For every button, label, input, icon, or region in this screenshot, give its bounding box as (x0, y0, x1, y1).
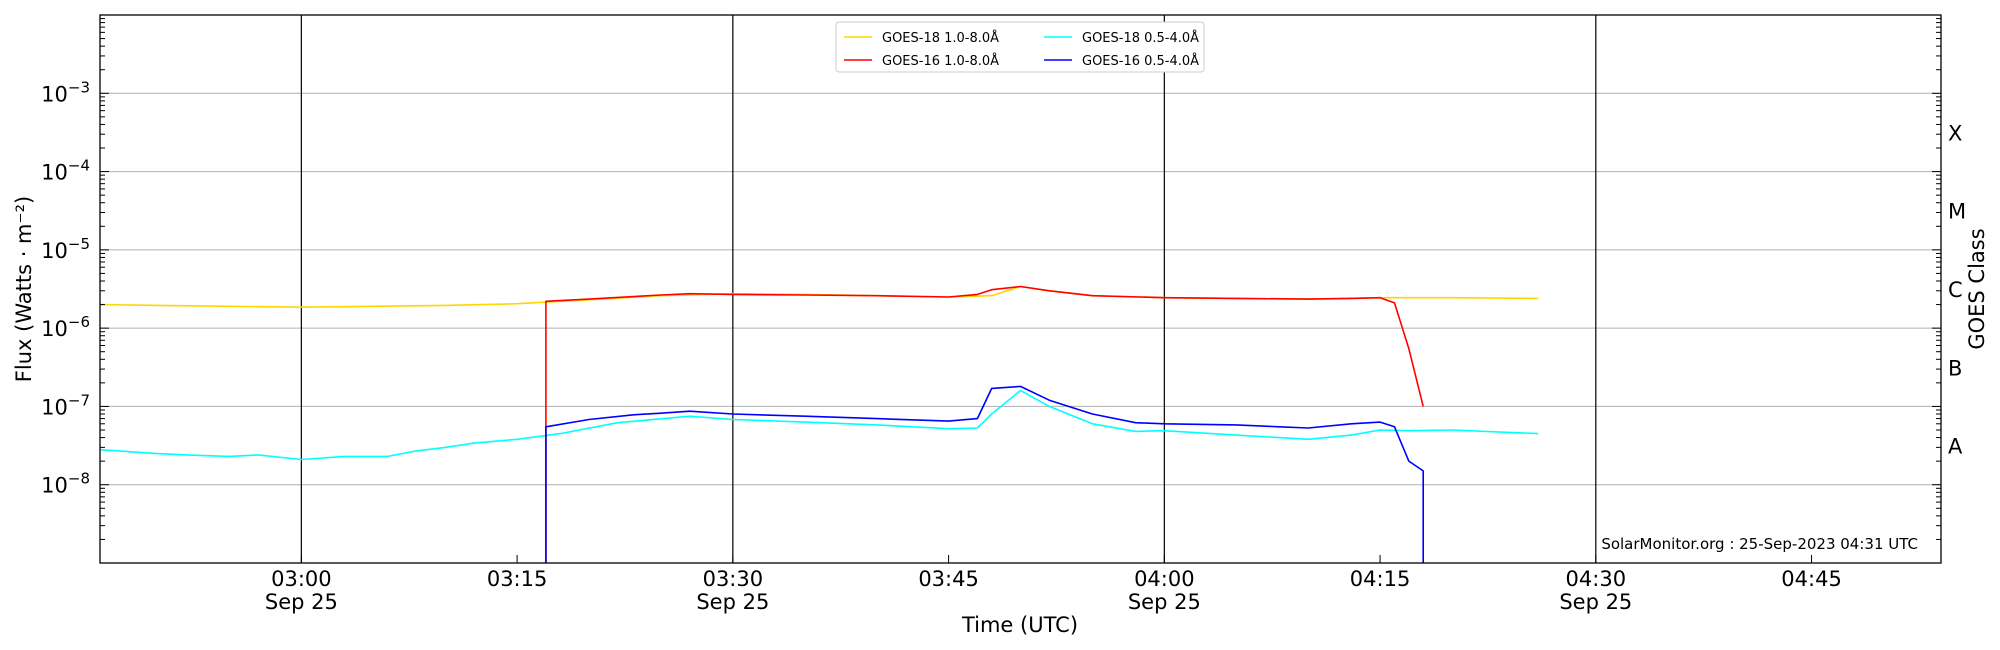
x-tick-sublabel: Sep 25 (265, 590, 338, 614)
x-tick-label: 04:45 (1781, 567, 1842, 591)
plot-background (100, 15, 1941, 563)
series-line (99, 389, 1539, 461)
x-axis-title: Time (UTC) (961, 613, 1078, 637)
legend-label: GOES-16 0.5-4.0Å (1082, 53, 1199, 69)
x-tick-label: 03:15 (487, 567, 548, 591)
goes-class-label: B (1948, 356, 1962, 380)
x-tick-label: 03:00 (271, 567, 332, 591)
y-axis-right-title: GOES Class (1965, 228, 1989, 349)
y-tick-label: 10−5 (41, 235, 90, 263)
x-tick-label: 04:15 (1350, 567, 1411, 591)
watermark: SolarMonitor.org : 25-Sep-2023 04:31 UTC (1601, 535, 1918, 553)
goes-class-label: X (1948, 121, 1962, 145)
goes-class-label: M (1948, 200, 1966, 224)
legend-label: GOES-18 0.5-4.0Å (1082, 30, 1199, 46)
plot-frame (99, 14, 1942, 564)
x-tick-label: 04:30 (1566, 567, 1627, 591)
y-tick-label: 10−4 (41, 157, 90, 185)
y-tick-label: 10−8 (41, 470, 90, 498)
x-tick-label: 03:45 (918, 567, 979, 591)
series-line (545, 285, 1424, 563)
y-tick-label: 10−7 (41, 391, 90, 419)
legend-label: GOES-18 1.0-8.0Å (882, 30, 999, 46)
legend-frame (835, 21, 1205, 73)
vertical-time-markers (300, 15, 1597, 563)
series-layer (99, 285, 1539, 563)
x-tick-label: 04:00 (1134, 567, 1195, 591)
grid-layer (100, 92, 1941, 486)
y-tick-label: 10−3 (41, 78, 90, 106)
series-line (545, 385, 1424, 563)
x-tick-label: 03:30 (703, 567, 764, 591)
x-tick-sublabel: Sep 25 (1128, 590, 1201, 614)
legend: GOES-18 1.0-8.0Å GOES-18 0.5-4.0Å GOES-16 … (835, 21, 1205, 73)
y-tick-label: 10−6 (41, 313, 90, 341)
goes-class-label: C (1948, 278, 1963, 302)
y-axis-title: Flux (Watts · m⁻²) (12, 196, 36, 382)
x-tick-sublabel: Sep 25 (1559, 590, 1632, 614)
legend-items: GOES-18 1.0-8.0Å GOES-18 0.5-4.0Å GOES-16 … (844, 30, 1199, 69)
legend-label: GOES-16 1.0-8.0Å (882, 53, 999, 69)
x-tick-sublabel: Sep 25 (696, 590, 769, 614)
goes-class-label: A (1948, 435, 1963, 459)
